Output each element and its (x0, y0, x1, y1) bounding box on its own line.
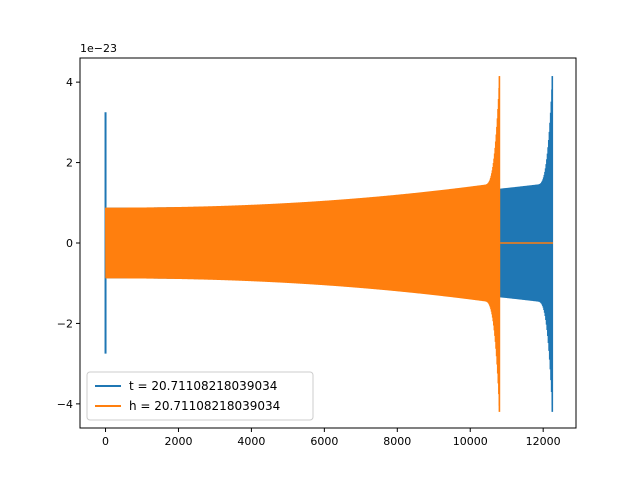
x-tick-label: 10000 (453, 435, 488, 448)
legend: t = 20.71108218039034 h = 20.711082180390… (86, 371, 314, 421)
plot-area (104, 76, 554, 412)
y-axis: −4 −2 0 2 4 (57, 76, 80, 411)
y-tick-label: −2 (57, 317, 73, 330)
y-tick-label: 2 (66, 157, 73, 170)
x-axis: 0 2000 4000 6000 8000 10000 12000 (102, 428, 561, 448)
y-offset-text: 1e−23 (80, 42, 117, 55)
x-tick-label: 0 (102, 435, 109, 448)
x-tick-label: 12000 (526, 435, 561, 448)
x-tick-label: 2000 (164, 435, 192, 448)
legend-label: t = 20.71108218039034 (129, 379, 277, 393)
x-tick-label: 8000 (383, 435, 411, 448)
y-tick-label: −4 (57, 398, 73, 411)
legend-label: h = 20.71108218039034 (129, 399, 280, 413)
y-tick-label: 0 (66, 237, 73, 250)
legend-box (86, 371, 314, 421)
x-tick-label: 6000 (310, 435, 338, 448)
y-tick-label: 4 (66, 76, 73, 89)
series-layer (104, 76, 554, 412)
x-tick-label: 4000 (237, 435, 265, 448)
series-2-line (105, 76, 500, 406)
